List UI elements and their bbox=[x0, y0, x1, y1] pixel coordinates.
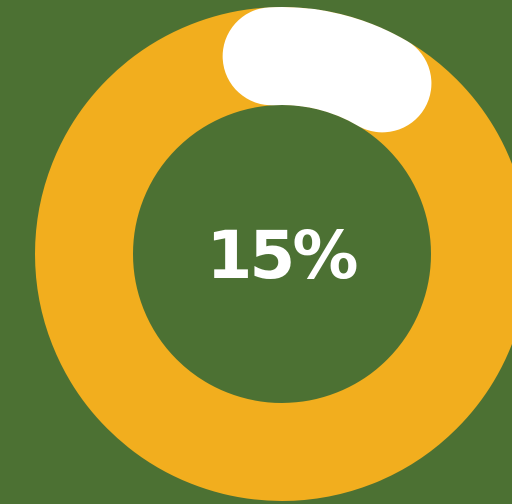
progress-percentage-label: 15% bbox=[206, 217, 359, 294]
progress-ring-arc bbox=[222, 7, 432, 133]
